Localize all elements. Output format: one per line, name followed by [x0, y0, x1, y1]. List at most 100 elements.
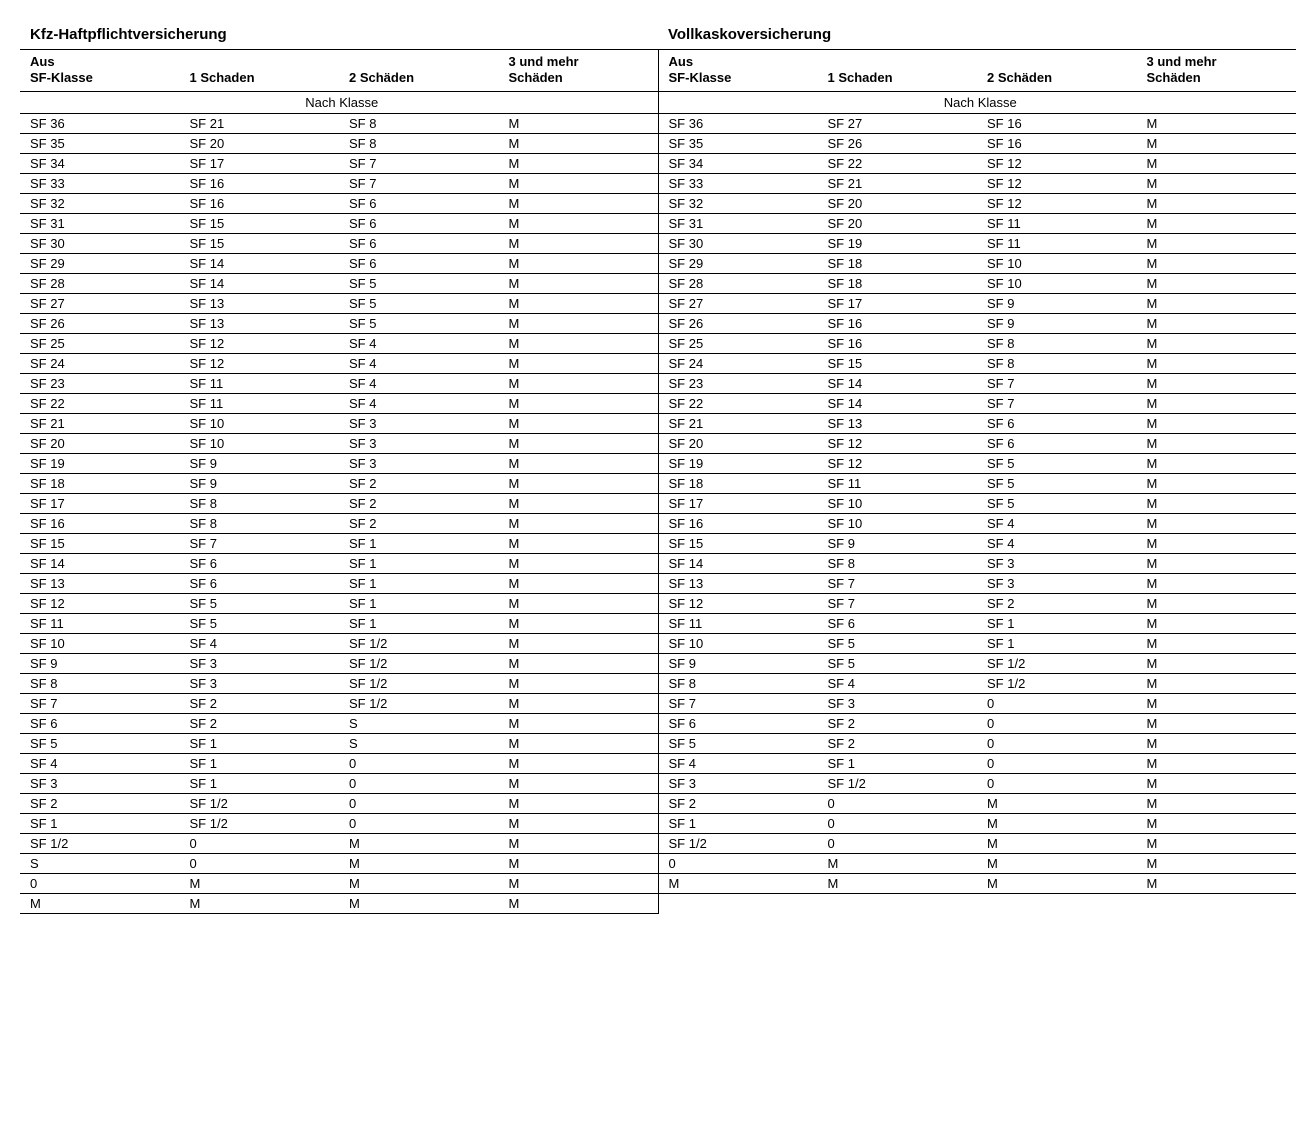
cell: SF 4	[339, 333, 499, 353]
left-h0: Aus SF-Klasse	[20, 50, 180, 92]
right-h2: 2 Schäden	[977, 50, 1137, 92]
cell: SF 20	[818, 213, 978, 233]
cell: SF 14	[20, 553, 180, 573]
cell: SF 2	[658, 793, 818, 813]
cell: SF 7	[658, 693, 818, 713]
right-h3b: Schäden	[1147, 70, 1201, 85]
table-row: MMMM	[20, 893, 1296, 913]
cell: SF 26	[658, 313, 818, 333]
cell: 0	[977, 773, 1137, 793]
cell: SF 19	[818, 233, 978, 253]
cell: SF 3	[818, 693, 978, 713]
cell: SF 1/2	[339, 673, 499, 693]
cell: SF 1	[977, 633, 1137, 653]
cell: SF 9	[977, 293, 1137, 313]
table-row: SF 15SF 7SF 1MSF 15SF 9SF 4M	[20, 533, 1296, 553]
cell: M	[499, 213, 659, 233]
cell: SF 11	[180, 373, 340, 393]
cell: S	[20, 853, 180, 873]
cell: SF 6	[818, 613, 978, 633]
cell: M	[499, 173, 659, 193]
table-row: SF 24SF 12SF 4MSF 24SF 15SF 8M	[20, 353, 1296, 373]
cell: SF 4	[818, 673, 978, 693]
cell: M	[339, 833, 499, 853]
cell: SF 1/2	[339, 653, 499, 673]
cell: SF 1/2	[658, 833, 818, 853]
table-row: SF 33SF 16SF 7MSF 33SF 21SF 12M	[20, 173, 1296, 193]
cell	[1137, 893, 1297, 913]
cell: SF 5	[180, 593, 340, 613]
cell: SF 21	[20, 413, 180, 433]
cell: M	[499, 693, 659, 713]
cell: SF 5	[818, 633, 978, 653]
cell: M	[499, 713, 659, 733]
cell: M	[1137, 653, 1297, 673]
cell: SF 5	[977, 473, 1137, 493]
cell: SF 19	[20, 453, 180, 473]
cell: M	[1137, 553, 1297, 573]
cell: SF 21	[818, 173, 978, 193]
cell: SF 10	[977, 253, 1137, 273]
cell: M	[1137, 173, 1297, 193]
cell: SF 4	[977, 533, 1137, 553]
table-row: SF 13SF 6SF 1MSF 13SF 7SF 3M	[20, 573, 1296, 593]
cell: M	[1137, 333, 1297, 353]
cell	[977, 893, 1137, 913]
cell: M	[1137, 693, 1297, 713]
cell: SF 6	[20, 713, 180, 733]
cell: 0	[977, 693, 1137, 713]
cell: SF 10	[818, 513, 978, 533]
table-row: S0MM0MMM	[20, 853, 1296, 873]
cell: SF 19	[658, 453, 818, 473]
cell: SF 7	[180, 533, 340, 553]
cell: SF 29	[20, 253, 180, 273]
cell: SF 1	[180, 733, 340, 753]
cell: SF 5	[658, 733, 818, 753]
cell: SF 11	[977, 233, 1137, 253]
cell: M	[499, 893, 659, 913]
cell: SF 4	[339, 393, 499, 413]
cell: M	[499, 853, 659, 873]
cell: SF 14	[180, 253, 340, 273]
cell: M	[499, 633, 659, 653]
cell: SF 12	[180, 353, 340, 373]
cell: SF 1	[339, 533, 499, 553]
cell: SF 5	[180, 613, 340, 633]
cell: SF 13	[20, 573, 180, 593]
cell: SF 17	[20, 493, 180, 513]
cell: SF 6	[180, 553, 340, 573]
table-row: SF 1SF 1/20MSF 10MM	[20, 813, 1296, 833]
cell: M	[499, 113, 659, 133]
cell: SF 8	[658, 673, 818, 693]
cell: SF 1/2	[818, 773, 978, 793]
cell: M	[20, 893, 180, 913]
cell: SF 25	[20, 333, 180, 353]
sf-table: Kfz-Haftpflichtversicherung Vollkaskover…	[20, 20, 1296, 914]
right-h3a: 3 und mehr	[1147, 54, 1217, 69]
cell: SF 5	[977, 453, 1137, 473]
header-row: Aus SF-Klasse 1 Schaden 2 Schäden 3 und …	[20, 50, 1296, 92]
cell: SF 8	[339, 133, 499, 153]
cell: M	[180, 873, 340, 893]
cell: M	[1137, 233, 1297, 253]
cell: SF 32	[658, 193, 818, 213]
cell: SF 17	[818, 293, 978, 313]
table-row: SF 23SF 11SF 4MSF 23SF 14SF 7M	[20, 373, 1296, 393]
cell: SF 12	[180, 333, 340, 353]
cell: SF 16	[977, 113, 1137, 133]
cell: SF 14	[818, 373, 978, 393]
cell: M	[1137, 133, 1297, 153]
cell: SF 6	[339, 213, 499, 233]
cell: SF 5	[20, 733, 180, 753]
cell: SF 10	[977, 273, 1137, 293]
cell: M	[499, 733, 659, 753]
cell: M	[499, 153, 659, 173]
cell: M	[1137, 213, 1297, 233]
cell: M	[180, 893, 340, 913]
cell: SF 3	[180, 673, 340, 693]
cell: SF 13	[818, 413, 978, 433]
left-h2: 2 Schäden	[339, 50, 499, 92]
cell: SF 20	[658, 433, 818, 453]
cell: SF 14	[180, 273, 340, 293]
cell: SF 1	[339, 553, 499, 573]
